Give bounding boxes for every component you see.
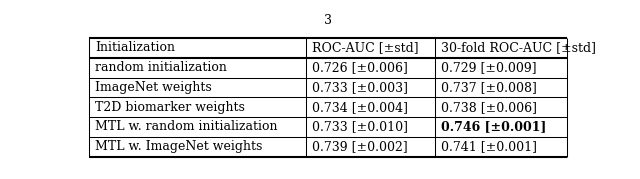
Text: 0.746 [±0.001]: 0.746 [±0.001] bbox=[440, 120, 546, 133]
Text: MTL w. ImageNet weights: MTL w. ImageNet weights bbox=[95, 140, 262, 153]
Text: 0.738 [±0.006]: 0.738 [±0.006] bbox=[440, 101, 536, 114]
Text: 0.733 [±0.003]: 0.733 [±0.003] bbox=[312, 81, 408, 94]
Text: 0.739 [±0.002]: 0.739 [±0.002] bbox=[312, 140, 408, 153]
Text: 0.737 [±0.008]: 0.737 [±0.008] bbox=[440, 81, 536, 94]
Text: random initialization: random initialization bbox=[95, 61, 227, 74]
Text: 0.729 [±0.009]: 0.729 [±0.009] bbox=[440, 61, 536, 74]
Text: T2D biomarker weights: T2D biomarker weights bbox=[95, 101, 244, 114]
Text: ROC-AUC [±std]: ROC-AUC [±std] bbox=[312, 41, 419, 54]
Text: 0.734 [±0.004]: 0.734 [±0.004] bbox=[312, 101, 408, 114]
Text: 3: 3 bbox=[324, 14, 332, 27]
Text: MTL w. random initialization: MTL w. random initialization bbox=[95, 120, 277, 133]
Text: 0.733 [±0.010]: 0.733 [±0.010] bbox=[312, 120, 408, 133]
Text: 0.741 [±0.001]: 0.741 [±0.001] bbox=[440, 140, 536, 153]
Text: ImageNet weights: ImageNet weights bbox=[95, 81, 212, 94]
Text: 30-fold ROC-AUC [±std]: 30-fold ROC-AUC [±std] bbox=[440, 41, 596, 54]
Text: 0.726 [±0.006]: 0.726 [±0.006] bbox=[312, 61, 408, 74]
Text: Initialization: Initialization bbox=[95, 41, 175, 54]
